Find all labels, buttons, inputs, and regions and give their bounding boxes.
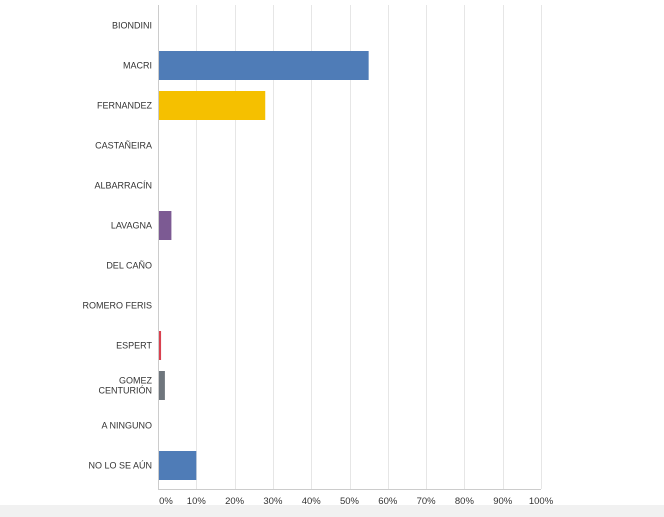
x-tick-label: 50% xyxy=(340,496,360,507)
bottom-scroll-strip xyxy=(0,505,664,517)
category-label: FERNANDEZ xyxy=(97,101,153,111)
category-label: LAVAGNA xyxy=(111,221,152,231)
bar xyxy=(159,331,162,360)
bar xyxy=(159,371,165,400)
category-label: BIONDINI xyxy=(112,21,152,31)
x-tick-label: 60% xyxy=(378,496,398,507)
x-tick-label: 90% xyxy=(493,496,513,507)
category-labels: BIONDINI MACRI FERNANDEZ CASTAÑEIRA ALBARRAC… xyxy=(82,21,152,471)
x-tick-label: 100% xyxy=(529,496,554,507)
bars xyxy=(159,51,369,480)
category-label: DEL CAÑO xyxy=(106,261,152,271)
x-tick-label: 80% xyxy=(455,496,475,507)
x-tick-label: 10% xyxy=(187,496,207,507)
bar xyxy=(159,51,369,80)
category-label: A NINGUNO xyxy=(101,421,152,431)
x-tick-label: 30% xyxy=(263,496,283,507)
category-label: ROMERO FERIS xyxy=(82,301,152,311)
bar xyxy=(159,451,197,480)
bar xyxy=(159,91,266,120)
bar xyxy=(159,211,172,240)
category-label: GOMEZ CENTURIÓN xyxy=(99,376,153,396)
grid-lines xyxy=(158,5,542,490)
category-label: ESPERT xyxy=(116,341,152,351)
x-tick-label: 40% xyxy=(302,496,322,507)
category-label: CASTAÑEIRA xyxy=(95,141,152,151)
category-label: ALBARRACÍN xyxy=(94,181,152,191)
category-label: MACRI xyxy=(123,61,152,71)
x-tick-labels: 0% 10% 20% 30% 40% 50% 60% 70% 80% 90% 100% xyxy=(159,496,554,507)
x-tick-label: 0% xyxy=(159,496,173,507)
category-label: NO LO SE AÚN xyxy=(88,461,152,471)
x-tick-label: 70% xyxy=(417,496,437,507)
x-tick-label: 20% xyxy=(225,496,245,507)
